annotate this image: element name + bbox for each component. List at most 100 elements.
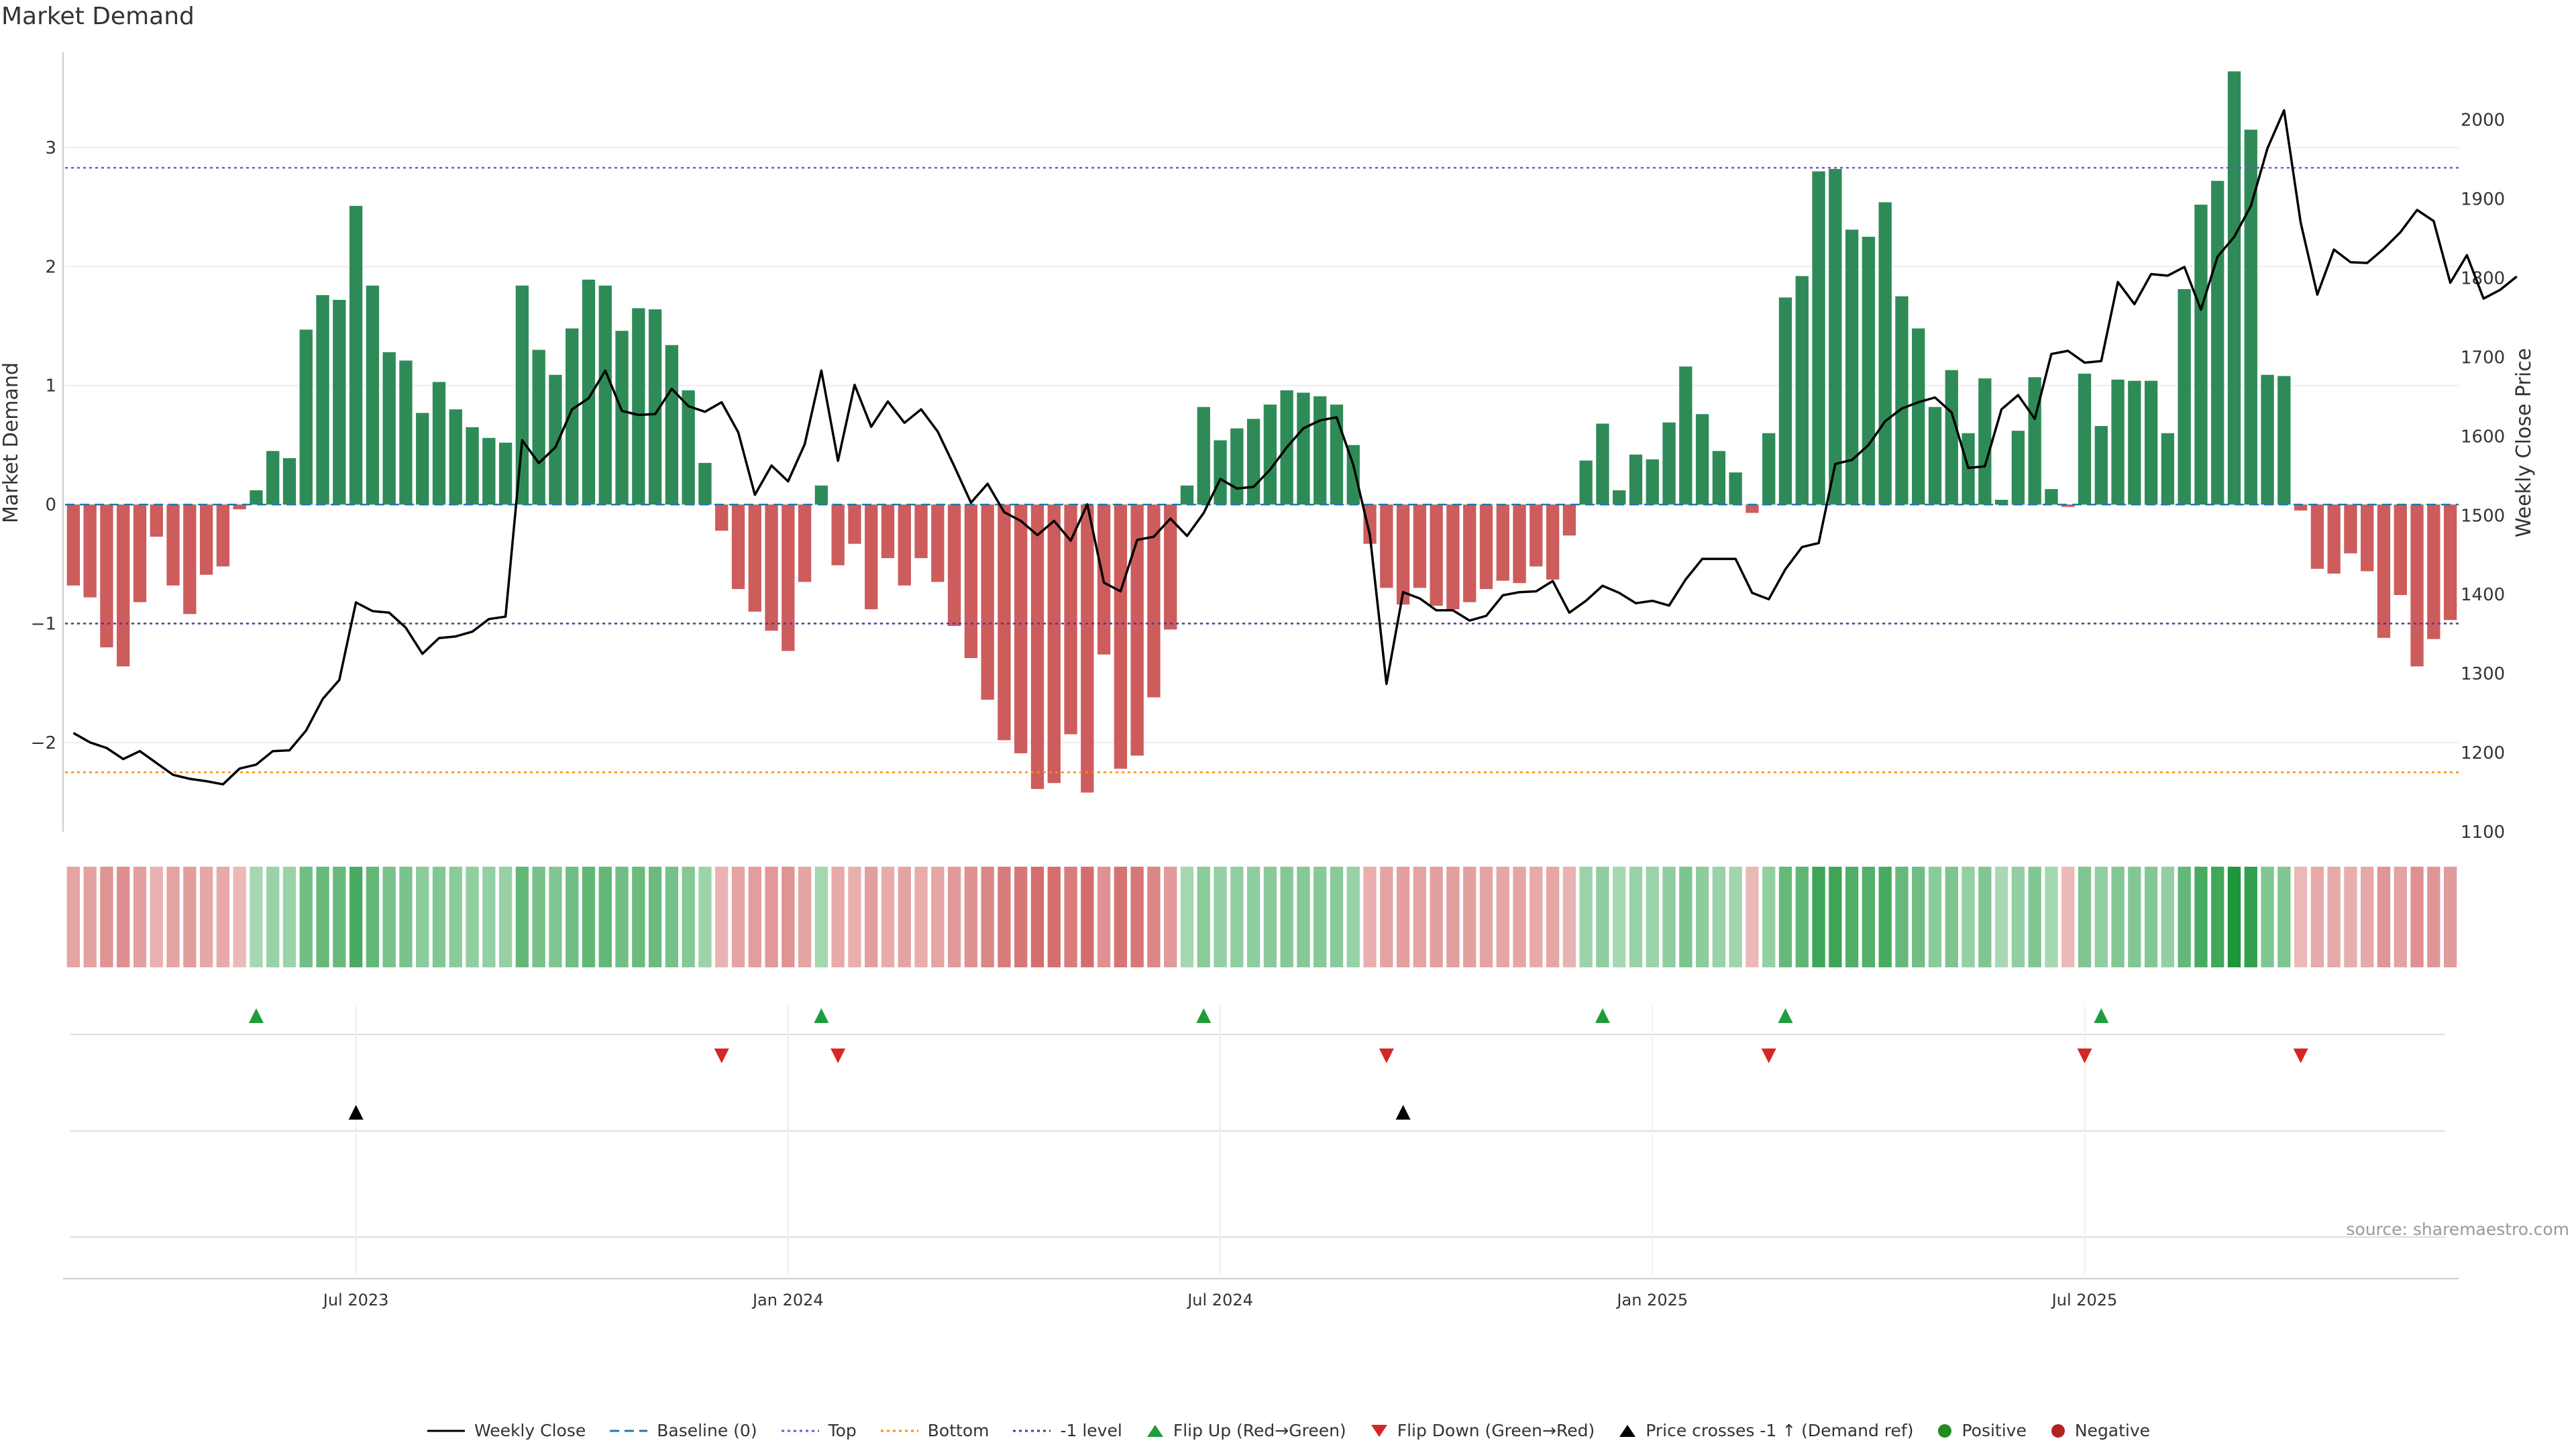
- legend-positive: Positive: [1936, 1421, 2027, 1440]
- heat-cell: [2111, 867, 2125, 967]
- y-tick-label: −2: [31, 733, 56, 753]
- demand-bar: [432, 382, 446, 505]
- heat-cell: [2361, 867, 2374, 967]
- heat-cell: [1994, 867, 2008, 967]
- heat-cell: [931, 867, 945, 967]
- heat-cell: [1812, 867, 1825, 967]
- heat-cell: [1513, 867, 1526, 967]
- heat-cell: [2427, 867, 2440, 967]
- demand-bar: [1978, 378, 1992, 505]
- demand-bar: [798, 504, 812, 582]
- heat-cell: [682, 867, 695, 967]
- demand-bar: [748, 504, 761, 612]
- heat-cell: [2028, 867, 2041, 967]
- demand-bar: [1829, 168, 1842, 505]
- heat-cell: [515, 867, 529, 967]
- heat-cell: [2377, 867, 2391, 967]
- demand-bar: [1164, 504, 1177, 630]
- flip-down-marker: [830, 1049, 846, 1063]
- y2-tick-label: 1900: [2461, 190, 2505, 210]
- demand-bar: [2061, 504, 2075, 507]
- demand-bar: [2194, 205, 2208, 505]
- demand-bar: [1380, 504, 1393, 588]
- legend-label: Flip Down (Green→Red): [1397, 1421, 1595, 1440]
- demand-bar: [1912, 328, 1925, 505]
- heat-cell: [2078, 867, 2092, 967]
- heat-cell: [1746, 867, 1759, 967]
- demand-bar: [2277, 376, 2291, 505]
- demand-bar: [1297, 392, 1310, 505]
- demand-bar: [1030, 504, 1044, 790]
- demand-bar: [1529, 504, 1543, 567]
- heat-cell: [1729, 867, 1742, 967]
- heat-cell: [748, 867, 761, 967]
- heat-cell: [150, 867, 163, 967]
- heat-cell: [199, 867, 213, 967]
- heat-cell: [1562, 867, 1576, 967]
- heat-cell: [2261, 867, 2274, 967]
- demand-bar: [782, 504, 795, 651]
- demand-bar: [2178, 289, 2191, 505]
- heat-cell: [333, 867, 346, 967]
- demand-bar: [1679, 366, 1693, 505]
- legend-flip-down: Flip Down (Green→Red): [1369, 1421, 1595, 1440]
- heat-cell: [1130, 867, 1144, 967]
- demand-bar: [532, 350, 545, 505]
- heat-cell: [2178, 867, 2191, 967]
- heat-cell: [2011, 867, 2025, 967]
- demand-bar: [133, 504, 147, 602]
- heat-cell: [1446, 867, 1460, 967]
- heat-cell: [632, 867, 645, 967]
- heat-cell: [1629, 867, 1643, 967]
- legend-label: Top: [828, 1421, 857, 1440]
- demand-bar: [1845, 229, 1859, 505]
- demand-bar: [166, 504, 180, 586]
- heat-cell: [349, 867, 363, 967]
- heat-cell: [382, 867, 396, 967]
- heat-cell: [117, 867, 130, 967]
- demand-bar: [1130, 504, 1144, 756]
- heat-cell: [881, 867, 895, 967]
- demand-bar: [1180, 485, 1194, 505]
- demand-bar: [1895, 296, 1909, 505]
- demand-bar: [216, 504, 230, 567]
- demand-bar: [2211, 180, 2224, 505]
- legend-label: Weekly Close: [474, 1421, 586, 1440]
- demand-bar: [615, 331, 629, 505]
- y2-tick-label: 1300: [2461, 664, 2505, 684]
- demand-bar: [1147, 504, 1161, 698]
- heat-cell: [981, 867, 994, 967]
- demand-bar: [498, 442, 513, 505]
- demand-bar: [698, 463, 712, 505]
- demand-bar: [266, 451, 280, 505]
- demand-bar: [1496, 504, 1509, 581]
- heat-cell: [2061, 867, 2075, 967]
- demand-bar: [1446, 504, 1460, 610]
- demand-bar: [1430, 504, 1443, 606]
- demand-bar: [399, 360, 413, 505]
- heat-cell: [1313, 867, 1327, 967]
- heat-cell: [549, 867, 562, 967]
- legend-bottom: Bottom: [879, 1421, 989, 1440]
- x-tick-label: Jan 2024: [751, 1291, 824, 1309]
- flip-up-marker: [1778, 1008, 1793, 1023]
- heat-cell: [1380, 867, 1393, 967]
- heat-cell: [1081, 867, 1094, 967]
- heat-cell: [1895, 867, 1909, 967]
- demand-bar: [2327, 504, 2341, 574]
- y2-tick-label: 1400: [2461, 585, 2505, 605]
- demand-bar: [482, 437, 496, 505]
- legend-label: -1 level: [1060, 1421, 1122, 1440]
- weekly-close-line: [72, 109, 2518, 786]
- flip-down-marker: [2293, 1049, 2308, 1063]
- demand-bar: [1596, 423, 1609, 505]
- demand-bar: [1246, 419, 1260, 505]
- y-tick-label: 0: [45, 495, 56, 515]
- demand-bar: [1795, 276, 1809, 505]
- heat-cell: [432, 867, 446, 967]
- heat-cell: [1363, 867, 1377, 967]
- heat-cell: [1712, 867, 1726, 967]
- legend-minus-one: -1 level: [1012, 1421, 1122, 1440]
- heat-cell: [1596, 867, 1609, 967]
- heat-cell: [1795, 867, 1809, 967]
